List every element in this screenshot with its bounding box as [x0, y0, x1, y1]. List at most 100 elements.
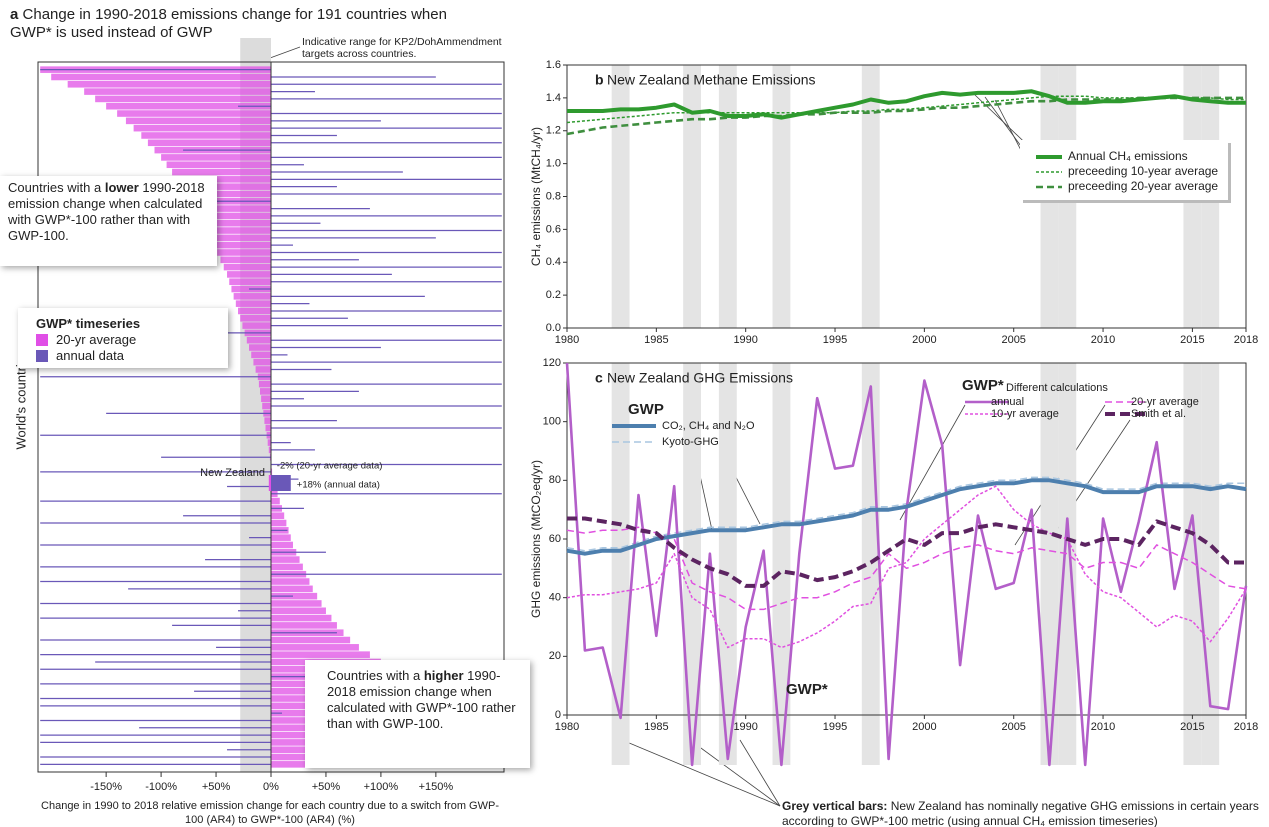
- bar: [271, 556, 300, 563]
- grey-bar: [861, 65, 880, 328]
- grey-bar: [611, 65, 630, 328]
- bar: [235, 300, 271, 307]
- x-tick-label: 1990: [733, 334, 757, 346]
- bar: [271, 468, 273, 476]
- bar: [166, 161, 271, 169]
- y-axis-label: CH₄ emissions (MtCH₄/yr): [529, 127, 543, 266]
- bar: [271, 578, 310, 585]
- bar: [260, 388, 271, 395]
- bar: [147, 139, 271, 147]
- x-tick-label: 2015: [1180, 721, 1204, 733]
- y-axis-label: World's countries: [13, 350, 28, 450]
- x-tick-label: 1995: [823, 721, 847, 733]
- highlight-bar: [271, 475, 291, 491]
- bar: [271, 644, 359, 651]
- pointer: [621, 739, 781, 807]
- panel-label: a: [10, 6, 19, 23]
- highlight-label: +18% (annual data): [297, 480, 380, 491]
- bar: [106, 102, 271, 110]
- legend-label: Kyoto-GHG: [662, 436, 719, 448]
- x-tick-label: 2000: [912, 334, 936, 346]
- bar: [264, 417, 271, 424]
- y-tick-label: 0.0: [546, 322, 561, 334]
- footnote-text: Grey vertical bars:: [782, 799, 888, 813]
- bar: [265, 424, 271, 432]
- bar: [194, 205, 271, 212]
- grey-bar: [1183, 363, 1202, 765]
- x-axis-label: Change in 1990 to 2018 relative emission…: [41, 800, 499, 826]
- bar: [242, 322, 271, 329]
- grey-bar: [718, 363, 737, 765]
- y-tick-label: 0.6: [546, 223, 561, 235]
- x-tick-label: 2018: [1234, 721, 1258, 733]
- x-tick-label: 0%: [263, 781, 279, 793]
- panel-title: a Change in 1990-2018 emissions change f…: [10, 6, 480, 42]
- annotation-text: higher: [423, 668, 464, 683]
- title: Change in 1990-2018 emissions change for…: [10, 6, 447, 41]
- x-tick-label: 2005: [1001, 721, 1025, 733]
- bar: [233, 293, 271, 300]
- y-tick-label: 80: [549, 474, 561, 486]
- bar: [271, 541, 293, 549]
- legend-label: Smith et al.: [1131, 408, 1186, 420]
- legend-label: Annual CH₄ emissions: [1068, 149, 1188, 163]
- bar: [117, 110, 271, 117]
- legend-group-title: GWP: [628, 401, 664, 418]
- bar: [271, 636, 351, 644]
- bar: [271, 651, 370, 658]
- bar: [271, 563, 303, 571]
- bar: [213, 241, 271, 249]
- bar: [271, 592, 318, 600]
- y-tick-label: 0: [555, 709, 561, 721]
- legend-title: GWP* timeseries: [36, 316, 141, 331]
- x-tick-label: 2000: [912, 721, 936, 733]
- bar: [261, 395, 271, 403]
- bar: [268, 446, 271, 454]
- annotation-text: Countries with a: [327, 668, 424, 683]
- x-tick-label: 1980: [555, 334, 579, 346]
- x-tick-label: 1995: [823, 334, 847, 346]
- bar: [176, 176, 271, 183]
- x-tick-label: 1985: [644, 721, 668, 733]
- panel-label: b: [595, 72, 604, 88]
- legend-item: annual data: [36, 348, 218, 364]
- footnote: Grey vertical bars: New Zealand has nomi…: [782, 799, 1262, 827]
- x-tick-label: 2015: [1180, 334, 1204, 346]
- legend-swatch: [36, 334, 48, 346]
- highlight-name: New Zealand: [200, 467, 265, 479]
- bar: [161, 154, 271, 161]
- x-tick-label: +50%: [202, 781, 231, 793]
- legend-label: preceeding 10-year average: [1068, 164, 1218, 178]
- legend-box: [1020, 140, 1228, 200]
- bar: [258, 380, 271, 388]
- bar: [141, 132, 271, 139]
- y-tick-label: 40: [549, 592, 561, 604]
- x-tick-label: +50%: [312, 781, 341, 793]
- y-tick-label: 0.8: [546, 190, 561, 202]
- bar: [271, 600, 322, 607]
- x-tick-label: 1985: [644, 334, 668, 346]
- grey-bar: [772, 363, 791, 765]
- grey-bar: [772, 65, 791, 328]
- bar: [202, 219, 271, 227]
- series-line: [566, 485, 1247, 649]
- bar: [207, 227, 271, 234]
- x-tick-label: -150%: [90, 781, 122, 793]
- bar: [271, 622, 337, 629]
- annotation-text: Countries with a: [8, 180, 105, 195]
- x-tick-label: +150%: [419, 781, 454, 793]
- y-tick-label: 1.4: [546, 92, 561, 104]
- bar: [227, 271, 271, 278]
- bar: [262, 402, 271, 410]
- x-tick-label: 2010: [1091, 334, 1115, 346]
- legend-group-note: Different calculations: [1006, 382, 1108, 394]
- annotation-text: 1990-2018 emission change when calculate…: [8, 180, 205, 243]
- legend-group-title: GWP*: [962, 377, 1004, 394]
- legend-item: 20-yr average: [36, 332, 218, 348]
- legend-label: annual data: [56, 348, 124, 363]
- grey-bar: [718, 65, 737, 328]
- panel-label: c: [595, 370, 603, 386]
- bar: [271, 497, 280, 505]
